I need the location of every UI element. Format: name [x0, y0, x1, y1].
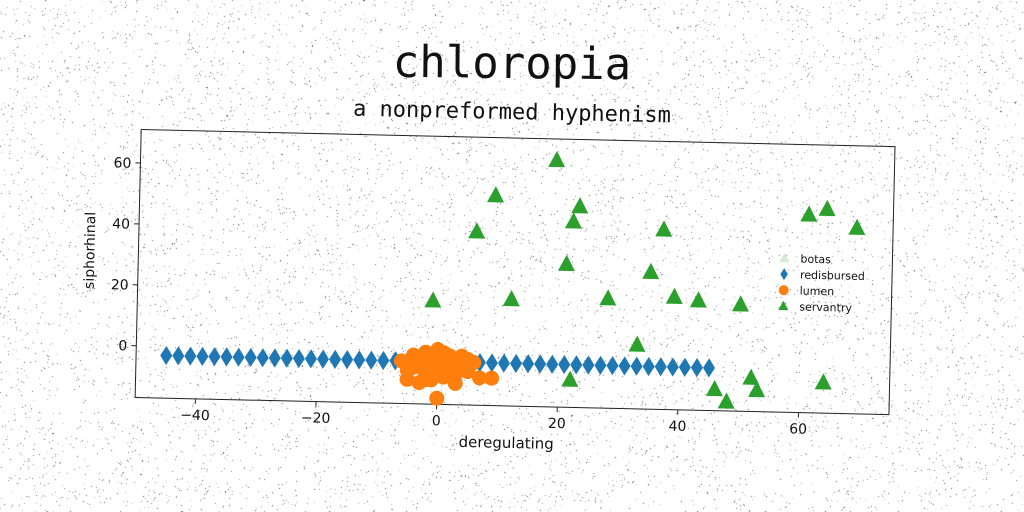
data-point — [256, 348, 269, 368]
legend: botas redisbursed lumen servantry — [778, 252, 865, 315]
legend-label: servantry — [799, 301, 852, 315]
data-point — [628, 335, 646, 352]
legend-label: lumen — [800, 285, 835, 299]
data-point — [666, 357, 679, 377]
data-point — [606, 356, 619, 376]
data-point — [471, 370, 487, 386]
data-point — [466, 355, 482, 371]
data-point — [548, 150, 566, 168]
plot-marks — [160, 150, 866, 409]
data-point — [630, 356, 643, 376]
data-point — [522, 354, 535, 374]
data-point — [561, 370, 579, 387]
y-tick-label: 40 — [112, 216, 130, 232]
data-point — [642, 262, 660, 280]
data-point — [599, 289, 617, 306]
data-point — [848, 218, 866, 236]
data-point — [557, 254, 575, 272]
data-point — [748, 380, 766, 398]
x-axis: −40 −20 0 20 40 60 — [180, 398, 807, 438]
y-tick-label: 60 — [113, 155, 131, 171]
data-point — [329, 349, 342, 369]
data-point — [814, 373, 832, 390]
data-point — [594, 355, 607, 375]
data-point — [447, 375, 463, 391]
data-point — [742, 368, 760, 385]
data-point — [485, 353, 498, 373]
legend-marker — [779, 252, 790, 263]
legend-label: botas — [800, 253, 831, 267]
data-point — [341, 350, 354, 370]
data-point — [292, 348, 305, 369]
data-point — [818, 199, 836, 217]
data-point — [280, 348, 293, 368]
data-point — [304, 349, 317, 369]
data-point — [377, 350, 390, 371]
data-point — [582, 355, 595, 375]
data-point — [731, 295, 749, 312]
data-point — [618, 356, 631, 376]
data-point — [353, 350, 366, 370]
data-point — [655, 220, 673, 237]
y-axis-label: siphorhinal — [82, 212, 100, 289]
data-point — [570, 355, 583, 375]
data-point — [232, 347, 245, 367]
data-point — [184, 346, 197, 366]
data-point — [800, 205, 818, 222]
series-servantry — [424, 150, 866, 409]
series-lumen — [393, 342, 500, 406]
data-point — [468, 222, 486, 239]
data-point — [160, 345, 173, 366]
data-point — [702, 358, 715, 378]
x-tick-label: 0 — [432, 413, 441, 429]
plot-frame — [134, 129, 896, 416]
data-point — [424, 291, 442, 308]
data-point — [502, 290, 520, 307]
data-point — [417, 372, 433, 388]
data-point — [365, 350, 378, 370]
x-tick-label: −40 — [180, 408, 210, 425]
legend-marker — [778, 300, 789, 311]
x-tick-label: 20 — [548, 416, 566, 432]
data-point — [399, 371, 415, 387]
data-point — [208, 347, 221, 367]
data-point — [571, 197, 589, 214]
data-point — [244, 347, 257, 368]
data-point — [220, 347, 233, 367]
data-point — [484, 370, 500, 386]
x-axis-label: deregulating — [458, 433, 554, 453]
y-axis: 0 20 40 60 — [111, 155, 141, 355]
data-point — [705, 379, 723, 397]
data-point — [665, 287, 683, 304]
legend-label: redisbursed — [800, 269, 865, 283]
data-point — [317, 349, 330, 369]
data-point — [689, 291, 707, 308]
data-point — [429, 390, 445, 406]
data-point — [642, 356, 655, 377]
data-point — [564, 212, 582, 229]
data-point — [690, 357, 703, 378]
data-point — [558, 354, 571, 375]
data-point — [546, 354, 559, 374]
y-tick-label: 20 — [111, 277, 129, 293]
data-point — [497, 353, 510, 373]
data-point — [196, 346, 209, 366]
data-point — [678, 357, 691, 377]
data-point — [510, 353, 523, 374]
data-point — [172, 346, 185, 366]
data-point — [717, 392, 735, 409]
x-tick-label: 60 — [789, 421, 807, 437]
data-point — [534, 354, 547, 374]
legend-marker — [780, 268, 788, 281]
data-point — [487, 186, 505, 203]
data-point — [268, 348, 281, 368]
legend-marker — [778, 285, 789, 296]
y-tick-label: 0 — [118, 338, 127, 354]
x-tick-label: −20 — [301, 410, 331, 427]
data-point — [654, 357, 667, 377]
x-tick-label: 40 — [668, 419, 686, 435]
